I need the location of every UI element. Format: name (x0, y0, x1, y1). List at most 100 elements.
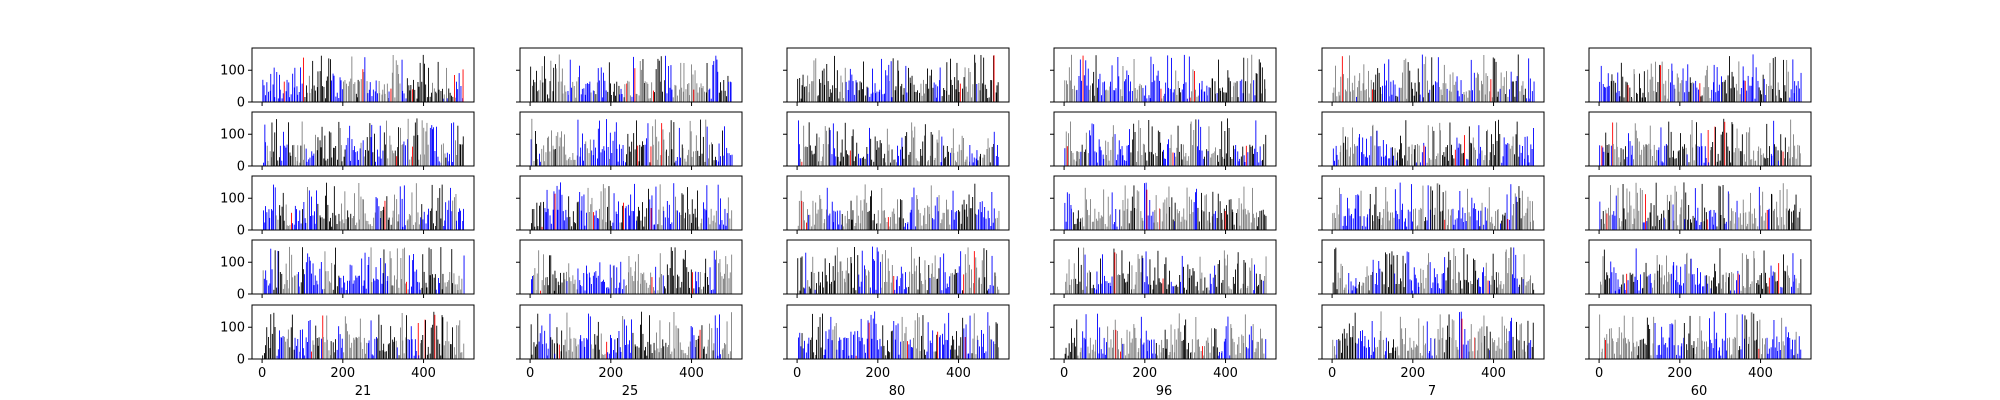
bar (1247, 285, 1249, 294)
bar (1751, 159, 1753, 166)
bar (317, 284, 319, 294)
bar (384, 263, 386, 294)
bar (968, 353, 970, 359)
bar (1145, 182, 1147, 230)
bar (936, 139, 938, 166)
bar (898, 155, 899, 166)
bar (841, 224, 843, 230)
bar (613, 83, 615, 102)
bar (1388, 287, 1389, 294)
bar (608, 186, 610, 230)
bar (1174, 329, 1176, 359)
bar (332, 73, 334, 102)
bar (1649, 125, 1651, 166)
bar (1631, 351, 1632, 359)
bar (822, 287, 824, 294)
bar (577, 268, 579, 294)
bar (933, 82, 935, 102)
bar (1089, 130, 1091, 166)
bar (1342, 127, 1344, 166)
bar (620, 88, 622, 102)
bar (956, 62, 958, 102)
bar (1348, 323, 1350, 359)
bar (950, 152, 951, 166)
bar (1723, 340, 1725, 359)
bar (1645, 344, 1647, 359)
bar (618, 85, 620, 102)
bar (581, 341, 583, 359)
bar (420, 154, 421, 166)
bar (539, 153, 540, 166)
bar (1130, 152, 1132, 166)
bar (712, 289, 714, 294)
bar (1686, 350, 1688, 359)
bar (1190, 352, 1191, 359)
bar (929, 214, 930, 230)
bar (1513, 204, 1514, 230)
bar (670, 224, 671, 230)
bar (1732, 273, 1734, 294)
bar (302, 348, 304, 359)
bar (1515, 81, 1517, 102)
bar (906, 92, 908, 102)
bar (343, 156, 345, 166)
bar (279, 330, 280, 359)
bar (937, 331, 939, 359)
bar (633, 211, 634, 230)
bar (1518, 340, 1520, 359)
bar (1456, 137, 1458, 166)
bar (1086, 286, 1087, 294)
bar (1452, 208, 1454, 230)
bar (1511, 145, 1513, 166)
bar (1153, 222, 1155, 230)
bar (1066, 192, 1068, 230)
bar (370, 224, 371, 230)
bar (1172, 344, 1173, 359)
bar (1689, 77, 1691, 102)
bar (1137, 151, 1139, 166)
bar (1454, 149, 1456, 166)
bar (905, 272, 906, 294)
bar (1235, 269, 1236, 294)
bar (987, 210, 989, 230)
bar (968, 68, 970, 102)
bar (723, 80, 725, 102)
bar (1151, 126, 1153, 166)
bar (1470, 280, 1472, 294)
bar (1455, 340, 1457, 359)
bar (1494, 279, 1495, 294)
bar (836, 349, 838, 359)
bar (422, 54, 424, 102)
bar (1481, 150, 1483, 166)
bar (536, 344, 538, 359)
bar (1214, 93, 1216, 102)
bar (1198, 119, 1200, 166)
bar (1094, 208, 1096, 230)
bar (1468, 212, 1470, 230)
bar (271, 122, 273, 166)
bar (1761, 273, 1762, 294)
bar (1729, 56, 1730, 102)
bar (1231, 97, 1233, 102)
bar (1440, 288, 1442, 294)
bar (900, 199, 901, 230)
bar (1435, 81, 1436, 102)
bar (818, 161, 820, 166)
bar (1385, 187, 1387, 230)
bar (670, 120, 672, 166)
bar (1374, 145, 1376, 166)
bar (1475, 77, 1477, 102)
bar (386, 281, 388, 294)
bar (266, 327, 268, 359)
bar (1204, 195, 1206, 230)
bar (1114, 252, 1116, 294)
bar (689, 95, 690, 102)
bar (540, 290, 541, 294)
bar (1223, 341, 1225, 359)
bar (1756, 321, 1758, 359)
bar (1182, 144, 1184, 166)
bar (911, 197, 913, 230)
bar (1480, 146, 1481, 166)
bar (1106, 342, 1107, 359)
bar (984, 277, 986, 294)
